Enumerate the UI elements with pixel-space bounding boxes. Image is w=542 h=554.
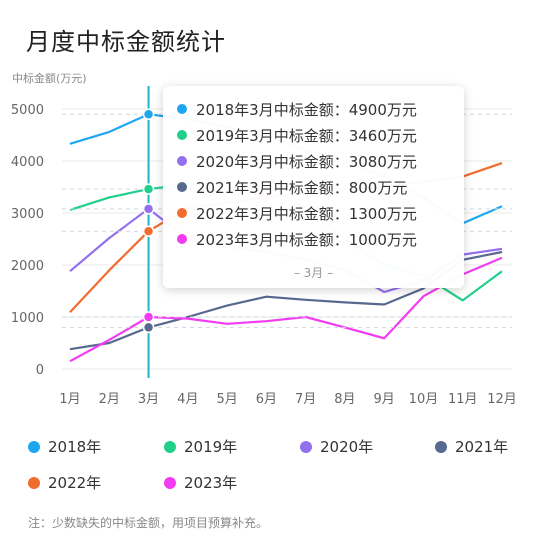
tooltip-row-2021: 2021年3月中标金额：800万元 [177, 176, 407, 198]
tooltip-footer: – 3月 – [293, 266, 334, 280]
tooltip-text: 2018年3月中标金额：4900万元 [196, 100, 417, 119]
series-2022-dot-icon [28, 476, 40, 489]
data-point-2022年 [142, 225, 155, 237]
series-2019-dot-icon [164, 440, 176, 453]
y-tick-label: 4000 [11, 155, 44, 170]
series-line-2023年 [69, 256, 503, 363]
series-2020-dot-icon [177, 156, 187, 166]
tooltip-text: 2019年3月中标金额：3460万元 [196, 126, 417, 145]
legend-label: 2019年 [184, 438, 238, 456]
series-2021-dot-icon [435, 440, 447, 453]
data-point-2019年 [142, 183, 155, 195]
series-2018-dot-icon [28, 440, 40, 453]
data-point-2018年 [142, 108, 155, 120]
x-tick-label: 4月 [177, 392, 198, 407]
x-tick-label: 9月 [374, 392, 395, 407]
chart-tooltip: 2018年3月中标金额：4900万元 2019年3月中标金额：3460万元 20… [163, 86, 464, 288]
series-2023-dot-icon [164, 476, 176, 489]
series-2022-dot-icon [177, 208, 187, 218]
footnote: 注：少数缺失的中标金额，用项目预算补充。 [28, 516, 269, 530]
legend-label: 2023年 [184, 474, 238, 492]
y-tick-label: 5000 [11, 103, 44, 118]
tooltip-text: 2023年3月中标金额：1000万元 [196, 230, 417, 249]
legend-item-2021[interactable]: 2021年 [435, 436, 508, 457]
data-point-2021年 [142, 321, 155, 334]
y-tick-label: 0 [36, 363, 44, 378]
tooltip-row-2023: 2023年3月中标金额：1000万元 [177, 228, 417, 250]
series-2019-dot-icon [177, 130, 187, 140]
x-tick-label: 6月 [256, 392, 277, 407]
x-tick-label: 3月 [138, 392, 159, 407]
series-2023-dot-icon [177, 234, 187, 244]
legend-item-2022[interactable]: 2022年 [28, 472, 101, 493]
x-tick-label: 5月 [216, 392, 237, 407]
tooltip-text: 2021年3月中标金额：800万元 [196, 178, 408, 197]
x-tick-label: 2月 [99, 392, 120, 407]
y-tick-label: 1000 [11, 311, 44, 326]
series-2021-dot-icon [177, 182, 187, 192]
x-tick-label: 12月 [487, 392, 517, 407]
legend-label: 2022年 [48, 474, 102, 492]
legend-item-2019[interactable]: 2019年 [164, 436, 237, 457]
legend-item-2023[interactable]: 2023年 [164, 472, 237, 493]
legend-item-2018[interactable]: 2018年 [28, 436, 101, 457]
chart-title: 月度中标金额统计 [26, 28, 226, 56]
data-point-2020年 [142, 203, 155, 215]
legend-label: 2021年 [455, 438, 509, 456]
series-2018-dot-icon [177, 104, 187, 114]
y-tick-label: 2000 [11, 259, 44, 274]
data-point-2023年 [142, 311, 155, 323]
tooltip-row-2019: 2019年3月中标金额：3460万元 [177, 124, 417, 146]
x-tick-label: 10月 [409, 392, 439, 407]
x-tick-label: 1月 [59, 392, 80, 407]
x-tick-label: 7月 [295, 392, 316, 407]
y-tick-label: 3000 [11, 207, 44, 222]
tooltip-row-2018: 2018年3月中标金额：4900万元 [177, 98, 417, 120]
y-axis-label: 中标金额(万元) [12, 71, 87, 85]
x-tick-label: 8月 [334, 392, 355, 407]
legend-label: 2018年 [48, 438, 102, 456]
tooltip-row-2020: 2020年3月中标金额：3080万元 [177, 150, 417, 172]
legend-item-2020[interactable]: 2020年 [300, 436, 373, 457]
tooltip-row-2022: 2022年3月中标金额：1300万元 [177, 202, 417, 224]
legend-label: 2020年 [320, 438, 374, 456]
tooltip-text: 2022年3月中标金额：1300万元 [196, 204, 417, 223]
x-tick-label: 11月 [448, 392, 478, 407]
tooltip-text: 2020年3月中标金额：3080万元 [196, 152, 417, 171]
series-2020-dot-icon [300, 440, 312, 453]
